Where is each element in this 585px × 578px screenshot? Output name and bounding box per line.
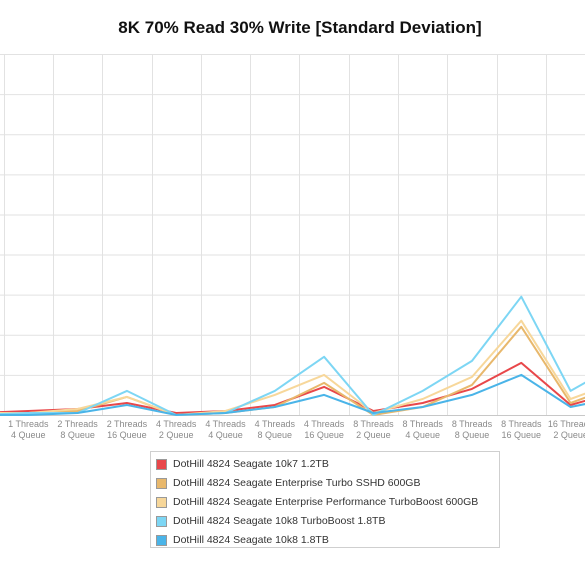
legend-label: DotHill 4824 Seagate Enterprise Turbo SS… (173, 477, 421, 489)
legend-item: DotHill 4824 Seagate 10k7 1.2TB (151, 457, 499, 476)
legend-swatch (156, 478, 167, 489)
legend-label: DotHill 4824 Seagate 10k8 1.8TB (173, 534, 329, 546)
legend-swatch (156, 535, 167, 546)
x-tick-label: 4 Threads 2 Queue (156, 419, 197, 440)
x-tick-label: 8 Threads 4 Queue (403, 419, 444, 440)
legend-label: DotHill 4824 Seagate Enterprise Performa… (173, 496, 479, 508)
x-tick-label: 8 Threads 16 Queue (501, 419, 542, 440)
series-line-4 (0, 295, 585, 416)
chart-legend: DotHill 4824 Seagate 10k7 1.2TB DotHill 4… (150, 451, 500, 548)
x-tick-label: 8 Threads 2 Queue (353, 419, 394, 440)
x-tick-label: 4 Threads 8 Queue (255, 419, 296, 440)
legend-item: DotHill 4824 Seagate Enterprise Performa… (151, 495, 499, 514)
legend-swatch (156, 459, 167, 470)
legend-label: DotHill 4824 Seagate 10k7 1.2TB (173, 458, 329, 470)
x-tick-label: 1 Threads 4 Queue (8, 419, 49, 440)
x-tick-label: 2 Threads 8 Queue (57, 419, 98, 440)
chart-title: 8K 70% Read 30% Write [Standard Deviatio… (118, 18, 482, 37)
legend-item: DotHill 4824 Seagate Enterprise Turbo SS… (151, 476, 499, 495)
x-tick-label: 8 Threads 8 Queue (452, 419, 493, 440)
x-tick-label: 4 Threads 16 Queue (304, 419, 345, 440)
legend-item: DotHill 4824 Seagate 10k8 TurboBoost 1.8… (151, 514, 499, 533)
legend-item: DotHill 4824 Seagate 10k8 1.8TB (151, 533, 499, 552)
x-tick-label: 4 Threads 4 Queue (205, 419, 246, 440)
legend-label: DotHill 4824 Seagate 10k8 TurboBoost 1.8… (173, 515, 386, 527)
legend-swatch (156, 497, 167, 508)
series-line-5 (0, 373, 585, 416)
legend-swatch (156, 516, 167, 527)
series-line-3 (0, 319, 585, 416)
x-tick-label: 2 Threads 16 Queue (107, 419, 148, 440)
